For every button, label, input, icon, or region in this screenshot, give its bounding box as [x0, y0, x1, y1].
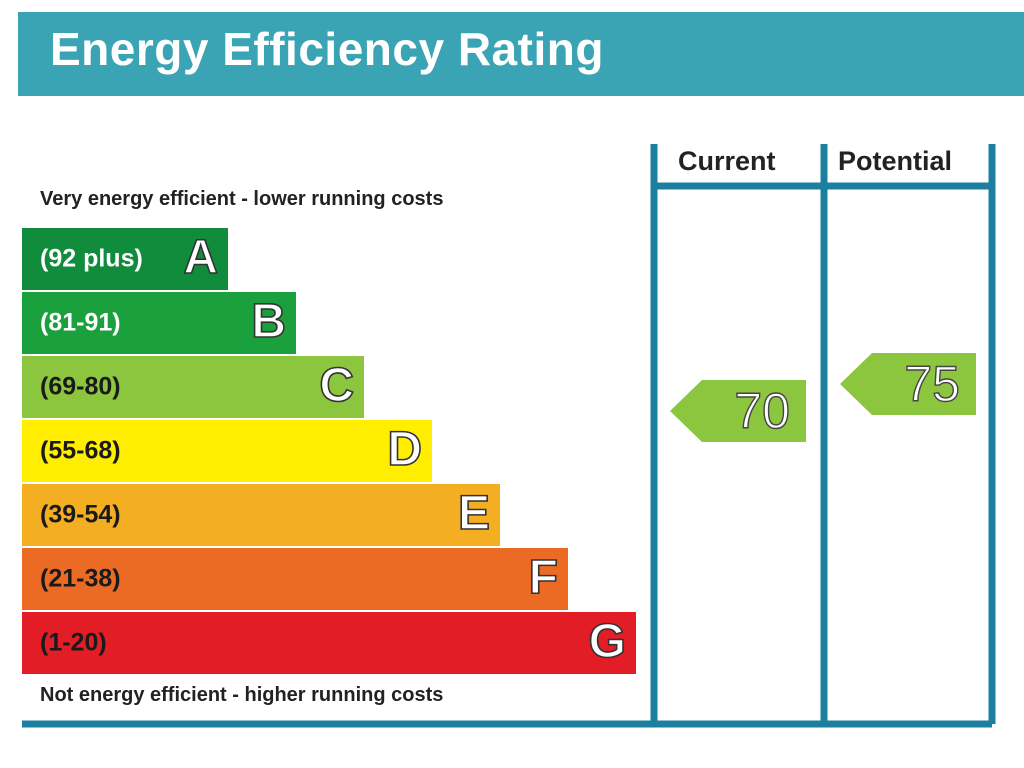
current-column-header: Current [678, 146, 776, 176]
band-range-label: (81-91) [40, 308, 121, 337]
top-caption: Very energy efficient - lower running co… [40, 188, 444, 210]
rating-band-g: (1-20) G [22, 612, 636, 674]
band-range-label: (69-80) [40, 372, 121, 401]
potential-arrow-shape [840, 353, 976, 415]
rating-band-c: (69-80) C [22, 356, 364, 418]
potential-rating-arrow: 75 [840, 353, 976, 415]
current-rating-arrow: 70 [670, 380, 806, 442]
bottom-caption: Not energy efficient - higher running co… [40, 684, 444, 706]
band-letter: F [528, 551, 559, 605]
band-letter: A [183, 231, 219, 285]
current-arrow-shape [670, 380, 806, 442]
band-range-label: (92 plus) [40, 244, 143, 273]
band-letter: E [457, 487, 491, 541]
band-range-label: (21-38) [40, 564, 121, 593]
rating-band-e: (39-54) E [22, 484, 500, 546]
header-banner: Energy Efficiency Rating [18, 12, 1024, 96]
band-letter: G [588, 615, 627, 669]
rating-band-b: (81-91) B [22, 292, 296, 354]
rating-band-f: (21-38) F [22, 548, 568, 610]
current-rating-value: 70 [734, 383, 791, 439]
band-range-label: (55-68) [40, 436, 121, 465]
page-title: Energy Efficiency Rating [50, 23, 604, 75]
potential-column-header: Potential [838, 146, 953, 176]
rating-band-d: (55-68) D [22, 420, 432, 482]
band-letter: B [251, 295, 287, 349]
potential-rating-value: 75 [904, 356, 961, 412]
band-letter: C [319, 359, 355, 413]
rating-band-a: (92 plus) A [22, 228, 228, 290]
band-range-label: (1-20) [40, 628, 107, 657]
band-letter: D [387, 423, 423, 477]
band-range-label: (39-54) [40, 500, 121, 529]
